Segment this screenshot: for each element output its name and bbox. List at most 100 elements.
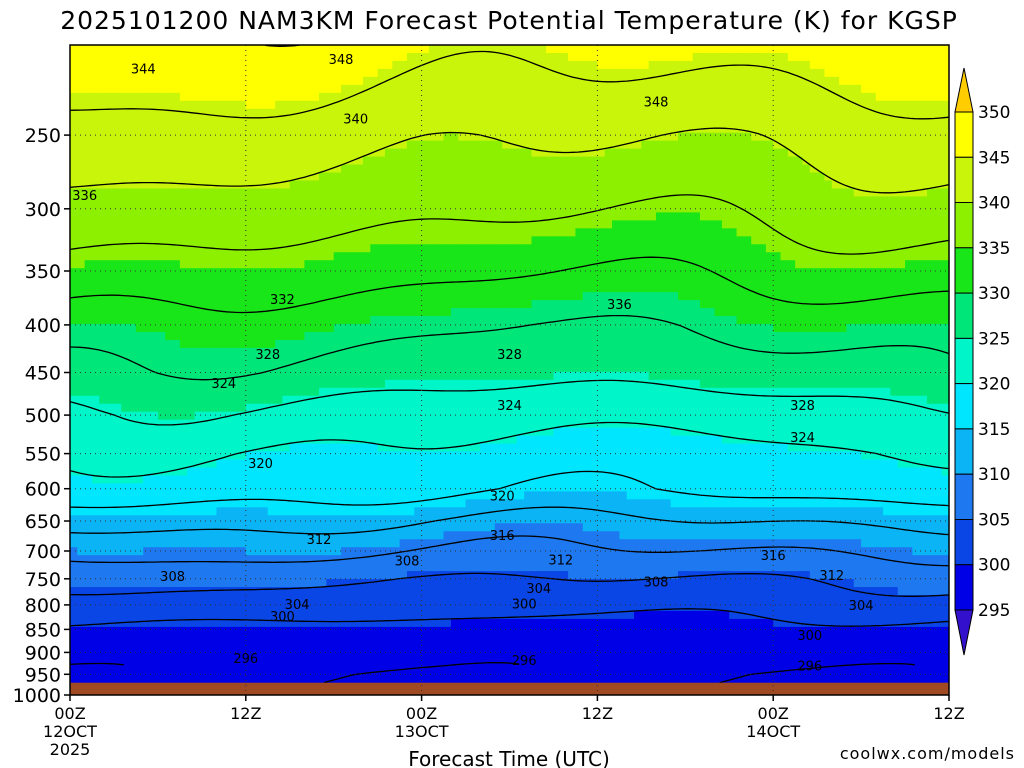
fill-cell <box>172 547 181 588</box>
fill-cell <box>941 555 949 596</box>
fill-cell <box>934 515 943 556</box>
fill-cell <box>546 379 555 437</box>
fill-cell <box>121 188 130 261</box>
fill-cell <box>677 539 686 572</box>
contour-line <box>719 662 915 684</box>
fill-cell <box>333 515 342 556</box>
fill-cell <box>91 515 100 556</box>
fill-cell <box>84 475 93 516</box>
fill-cell <box>135 626 144 684</box>
fill-cell <box>480 308 489 381</box>
plot-frame <box>69 44 950 696</box>
fill-cell <box>634 68 642 150</box>
fill-cell <box>546 523 555 572</box>
fill-cell <box>216 100 225 190</box>
fill-cell <box>450 507 459 532</box>
fill-cell <box>480 571 489 620</box>
fill-cell <box>634 427 642 500</box>
fill-cell <box>824 579 833 628</box>
fill-cell <box>868 45 877 94</box>
fill-cell <box>927 555 935 596</box>
fill-cell <box>150 626 159 684</box>
fill-cell <box>656 140 664 213</box>
fill-cell <box>399 515 408 540</box>
contour-label: 304 <box>526 582 551 597</box>
fill-cell <box>282 188 291 269</box>
fill-cell <box>70 45 78 94</box>
fill-cell <box>927 403 935 469</box>
fill-cell <box>560 236 569 301</box>
fill-cell <box>399 579 408 628</box>
fill-cell <box>677 379 686 437</box>
fill-cell <box>677 45 686 62</box>
fill-cell <box>260 403 269 453</box>
fill-cell <box>758 323 767 389</box>
fill-cell <box>568 579 577 620</box>
y-tick-label: 500 <box>25 405 61 427</box>
fill-cell <box>297 100 305 182</box>
fill-cell <box>238 626 247 684</box>
fill-cell <box>172 260 181 341</box>
fill-cell <box>736 45 745 54</box>
fill-cell <box>546 156 555 237</box>
y-axis: 2503003504004505005506006507007508008509… <box>13 125 70 707</box>
fill-cell <box>450 132 459 245</box>
fill-cell <box>824 180 833 269</box>
fill-cell <box>319 387 327 445</box>
fill-cell <box>648 140 657 221</box>
fill-cell <box>297 626 305 684</box>
fill-cell <box>311 443 320 516</box>
fill-cell <box>150 475 159 516</box>
fill-cell <box>406 316 415 381</box>
fill-cell <box>421 52 430 142</box>
fill-cell <box>831 626 840 684</box>
fill-cell <box>70 92 78 190</box>
fill-cell <box>472 451 481 500</box>
fill-cell <box>384 148 393 245</box>
fill-cell <box>568 45 577 62</box>
fill-cell <box>795 571 804 628</box>
fill-cell <box>282 339 291 397</box>
fill-cell <box>355 323 364 389</box>
fill-cell <box>282 587 291 628</box>
fill-cell <box>421 571 430 628</box>
fill-cell <box>370 316 379 389</box>
fill-cell <box>721 132 730 229</box>
fill-cell <box>487 443 496 500</box>
fill-cell <box>216 347 225 413</box>
fill-cell <box>99 587 108 628</box>
fill-cell <box>179 268 188 349</box>
fill-cell <box>817 268 826 333</box>
fill-cell <box>575 579 584 620</box>
fill-cell <box>868 547 877 588</box>
colorbar-band <box>954 247 974 294</box>
fill-cell <box>736 507 745 540</box>
fill-cell <box>450 379 459 453</box>
fill-cell <box>304 587 313 628</box>
fill-cell <box>106 45 115 94</box>
fill-cell <box>934 188 943 261</box>
fill-cell <box>113 515 122 556</box>
fill-cell <box>751 539 760 572</box>
fill-cell <box>99 92 108 190</box>
fill-cell <box>128 92 137 190</box>
fill-cell <box>758 140 767 245</box>
y-tick-label: 450 <box>25 363 61 385</box>
colorbar-top-arrow <box>954 67 974 113</box>
fill-cell <box>157 331 166 421</box>
fill-cell <box>656 427 664 500</box>
fill-cell <box>502 499 511 524</box>
fill-cell <box>802 268 811 333</box>
fill-cell <box>612 491 620 532</box>
fill-cell <box>919 196 928 261</box>
y-tick-label: 800 <box>25 595 61 617</box>
fill-cell <box>590 531 598 580</box>
y-tick-label: 700 <box>25 541 61 563</box>
fill-cell <box>663 427 672 500</box>
fill-cell <box>121 92 130 190</box>
contour-label: 328 <box>497 348 522 363</box>
fill-cell <box>341 547 349 580</box>
fill-cell <box>150 411 159 477</box>
fill-cell <box>333 579 342 628</box>
fill-cell <box>326 626 335 684</box>
